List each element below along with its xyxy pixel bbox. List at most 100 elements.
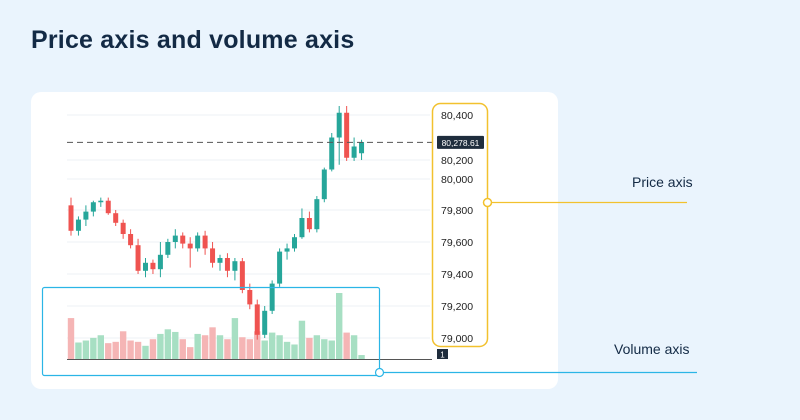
price-tick-label: 80,400 — [441, 110, 473, 122]
price-tick-label: 79,400 — [441, 269, 473, 281]
volume-bar — [224, 339, 231, 359]
volume-bar — [350, 335, 358, 359]
volume-bar — [201, 335, 209, 359]
candle-body — [83, 211, 89, 220]
volume-bar — [172, 331, 179, 359]
volume-bar — [119, 331, 127, 359]
candle-body — [135, 245, 141, 271]
candle-body — [90, 202, 96, 212]
candle-body — [224, 258, 230, 271]
candle-body — [269, 283, 275, 311]
volume-bar — [283, 341, 291, 359]
volume-bar — [306, 337, 313, 359]
candle-body — [359, 142, 365, 154]
candle-body — [254, 304, 260, 335]
price-axis-connector-dot — [482, 197, 493, 208]
volume-bar — [105, 343, 112, 359]
candle-body — [105, 200, 111, 214]
volume-bar — [268, 332, 276, 359]
candle-body — [202, 235, 208, 249]
volume-bar — [313, 335, 321, 359]
candle-body — [128, 234, 134, 246]
volume-bar — [328, 340, 335, 359]
price-tick-label: 80,200 — [441, 155, 473, 167]
candle-body — [195, 235, 201, 249]
candle-body — [180, 235, 186, 244]
candle-body — [247, 290, 253, 305]
price-tick-label: 79,600 — [441, 237, 473, 249]
candle-body — [120, 222, 126, 234]
volume-bar — [343, 332, 350, 359]
candle-body — [299, 218, 305, 238]
volume-bar — [246, 339, 253, 359]
candle-body — [321, 169, 327, 200]
volume-axis-tag-label: 1 — [440, 351, 445, 360]
candle-body — [314, 199, 320, 230]
candle-body — [68, 205, 74, 231]
volume-bar — [358, 355, 365, 359]
last-price-tag — [437, 135, 484, 149]
candle-body — [157, 254, 163, 270]
volume-axis-connector-dot — [374, 367, 385, 378]
volume-bar — [157, 333, 164, 359]
price-tick-label: 79,000 — [441, 333, 473, 345]
price-tick-label: 79,800 — [441, 205, 473, 217]
volume-bar — [321, 339, 328, 359]
volume-bar — [298, 320, 306, 359]
volume-bar — [336, 293, 343, 359]
candle-body — [150, 262, 156, 270]
candle-body — [284, 248, 290, 252]
price-axis-label: Price axis — [632, 174, 693, 190]
volume-bar — [82, 340, 90, 359]
candle-body — [98, 200, 104, 203]
volume-bar — [164, 329, 172, 359]
candle-body — [165, 242, 171, 255]
volume-bar — [134, 341, 142, 359]
page-title: Price axis and volume axis — [31, 26, 355, 54]
candle-body — [336, 112, 342, 138]
candle-body — [329, 137, 335, 170]
volume-bar — [149, 339, 157, 359]
volume-bar — [187, 347, 194, 359]
price-tick-label: 80,000 — [441, 174, 473, 186]
volume-axis-label: Volume axis — [614, 341, 690, 357]
candle-body — [277, 251, 283, 284]
candle-body — [217, 258, 223, 263]
volume-bar — [261, 340, 268, 359]
volume-bar — [276, 335, 283, 359]
volume-bar — [216, 335, 224, 359]
candle-body — [210, 248, 216, 263]
volume-bar — [291, 344, 298, 359]
last-price-tag-label: 80,278.61 — [442, 138, 480, 148]
candle-body — [306, 218, 312, 230]
candle-body — [292, 237, 297, 249]
candle-body — [344, 112, 350, 158]
candle-body — [351, 146, 357, 158]
volume-bar — [179, 339, 186, 359]
volume-bar — [254, 331, 261, 359]
volume-bar — [67, 318, 75, 359]
volume-bar — [209, 327, 216, 359]
candle-body — [75, 219, 81, 231]
volume-bar — [90, 337, 97, 359]
candle-body — [172, 235, 178, 242]
volume-axis-tag — [437, 349, 448, 359]
price-tick-label: 79,200 — [441, 301, 473, 313]
volume-bar — [112, 341, 119, 359]
volume-bar — [239, 337, 246, 359]
volume-axis-highlight — [41, 286, 381, 377]
price-axis-highlight — [431, 102, 489, 348]
volume-bar — [194, 333, 201, 359]
volume-bar — [97, 335, 104, 359]
volume-bar — [127, 340, 134, 359]
candle-body — [187, 243, 193, 249]
volume-bar — [231, 318, 239, 359]
candle-body — [113, 213, 119, 223]
candle-body — [262, 310, 268, 335]
volume-bar — [142, 345, 149, 359]
candle-body — [239, 261, 245, 290]
candle-body — [232, 261, 238, 271]
volume-bar — [75, 342, 82, 359]
candle-body — [143, 262, 148, 271]
